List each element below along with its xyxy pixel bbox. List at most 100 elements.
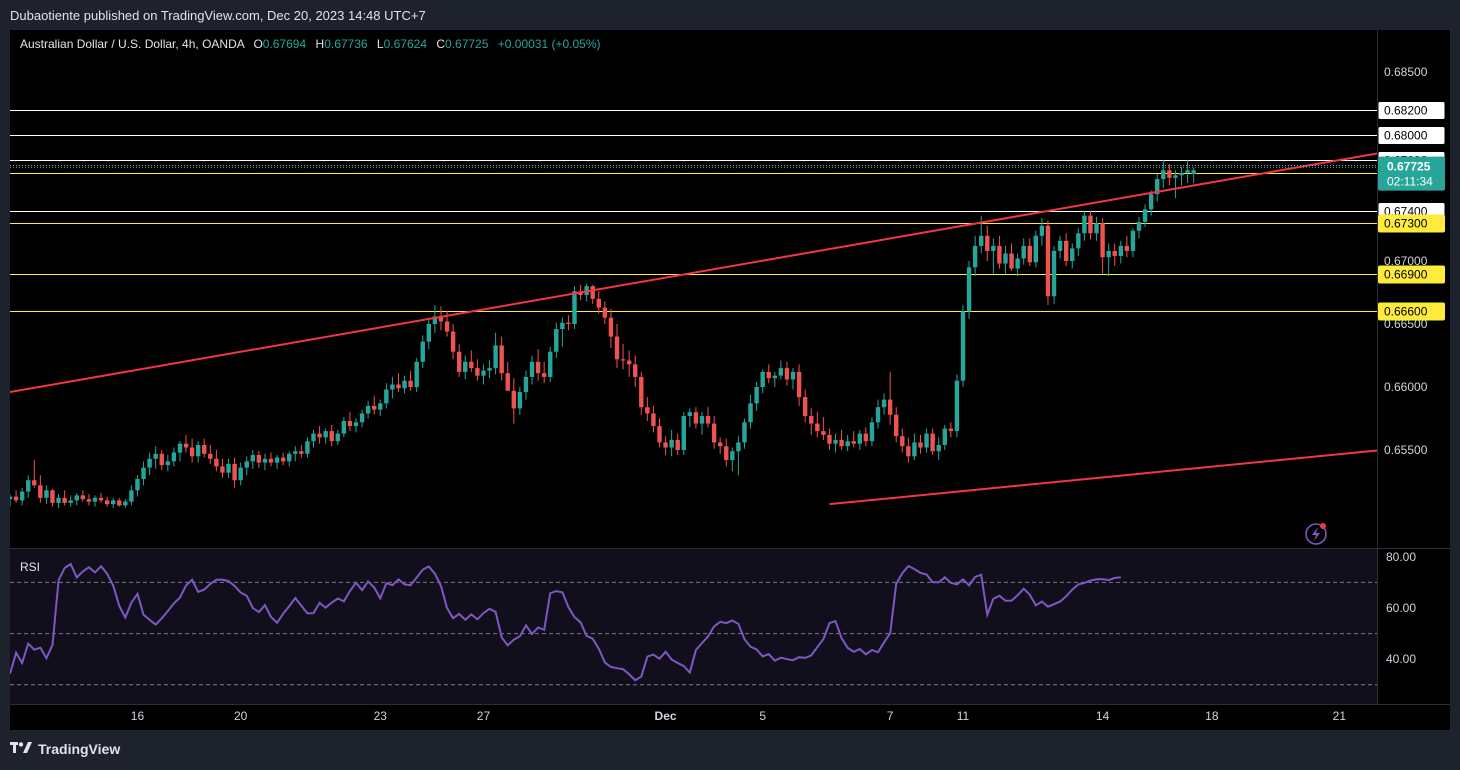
candle[interactable] <box>311 429 316 448</box>
candle[interactable] <box>74 492 79 506</box>
candle[interactable] <box>44 485 49 505</box>
candle[interactable] <box>633 355 638 388</box>
candle[interactable] <box>1088 210 1093 240</box>
chart-svg[interactable]: 0.685000.680000.670000.665000.660000.655… <box>7 30 1450 730</box>
candle[interactable] <box>942 424 947 450</box>
candle[interactable] <box>742 418 747 449</box>
candle[interactable] <box>730 447 735 472</box>
candle[interactable] <box>7 494 13 507</box>
candle[interactable] <box>268 452 274 467</box>
candle[interactable] <box>80 490 86 502</box>
candle[interactable] <box>827 428 832 450</box>
candle[interactable] <box>432 305 438 333</box>
candle[interactable] <box>1136 216 1142 239</box>
candle[interactable] <box>523 370 529 400</box>
candle[interactable] <box>821 417 826 440</box>
candle[interactable] <box>141 461 146 486</box>
candle[interactable] <box>560 317 565 347</box>
candle[interactable] <box>232 457 237 488</box>
candle[interactable] <box>681 412 686 456</box>
candle[interactable] <box>1167 163 1172 186</box>
candle[interactable] <box>463 355 468 380</box>
candle[interactable] <box>802 389 808 423</box>
candle[interactable] <box>456 344 462 377</box>
candle[interactable] <box>1118 240 1124 264</box>
candle[interactable] <box>1124 235 1130 258</box>
candle[interactable] <box>851 431 856 448</box>
candle[interactable] <box>129 485 134 506</box>
candle[interactable] <box>359 409 365 428</box>
candle[interactable] <box>98 492 104 503</box>
candlestick-series[interactable] <box>7 160 1196 508</box>
candle[interactable] <box>110 497 116 508</box>
candle[interactable] <box>238 462 243 486</box>
candle[interactable] <box>669 429 674 457</box>
trendlines[interactable] <box>10 152 1382 506</box>
candle[interactable] <box>177 441 183 462</box>
candle[interactable] <box>1015 253 1020 277</box>
chart-frame[interactable]: 0.685000.680000.670000.665000.660000.655… <box>7 30 1450 730</box>
candle[interactable] <box>226 458 231 478</box>
candle[interactable] <box>1173 170 1178 198</box>
candle[interactable] <box>596 291 601 314</box>
candle[interactable] <box>590 284 595 304</box>
candle[interactable] <box>857 429 862 450</box>
candle[interactable] <box>833 433 838 453</box>
candle[interactable] <box>1112 243 1117 267</box>
candle[interactable] <box>1051 245 1057 304</box>
candle[interactable] <box>1094 216 1099 241</box>
candle[interactable] <box>396 373 401 393</box>
candle[interactable] <box>195 441 201 463</box>
candle[interactable] <box>1155 174 1160 202</box>
candle[interactable] <box>487 360 492 379</box>
tradingview-logo-icon[interactable] <box>10 741 32 757</box>
candle[interactable] <box>736 436 741 476</box>
candle[interactable] <box>924 428 929 453</box>
candle[interactable] <box>693 407 699 429</box>
candle[interactable] <box>274 455 280 469</box>
candle[interactable] <box>189 438 195 463</box>
candle[interactable] <box>214 450 219 472</box>
candle[interactable] <box>372 395 377 415</box>
candle[interactable] <box>1161 160 1166 188</box>
candle[interactable] <box>50 489 55 507</box>
candle[interactable] <box>56 494 61 508</box>
candle[interactable] <box>869 417 875 447</box>
candle[interactable] <box>353 418 359 433</box>
candle[interactable] <box>881 393 887 415</box>
alert-icon[interactable] <box>1305 523 1327 545</box>
candle[interactable] <box>748 394 753 429</box>
candle[interactable] <box>930 428 935 456</box>
candle[interactable] <box>614 324 620 369</box>
candle[interactable] <box>1009 243 1014 272</box>
candle[interactable] <box>365 400 371 419</box>
candle[interactable] <box>32 460 37 488</box>
candle[interactable] <box>991 238 996 274</box>
candle[interactable] <box>960 305 966 387</box>
candle[interactable] <box>408 370 413 391</box>
candle[interactable] <box>717 437 723 454</box>
candle[interactable] <box>675 433 680 456</box>
candle[interactable] <box>651 405 656 433</box>
candle[interactable] <box>972 235 978 277</box>
candle[interactable] <box>1106 243 1111 277</box>
candle[interactable] <box>760 369 765 394</box>
candle[interactable] <box>481 364 486 385</box>
trendline[interactable] <box>10 152 1382 394</box>
candle[interactable] <box>548 346 553 382</box>
candle[interactable] <box>505 361 510 391</box>
candle[interactable] <box>378 399 383 416</box>
candle[interactable] <box>165 455 171 472</box>
candle[interactable] <box>402 375 407 394</box>
candle[interactable] <box>541 361 547 384</box>
candle[interactable] <box>517 387 523 415</box>
candle[interactable] <box>790 368 796 390</box>
candle[interactable] <box>13 490 19 503</box>
candle[interactable] <box>147 452 152 476</box>
candle[interactable] <box>620 344 626 370</box>
candle[interactable] <box>183 434 189 453</box>
candle[interactable] <box>1039 218 1045 246</box>
candle[interactable] <box>390 376 395 399</box>
candle[interactable] <box>754 381 759 411</box>
candle[interactable] <box>529 355 535 385</box>
